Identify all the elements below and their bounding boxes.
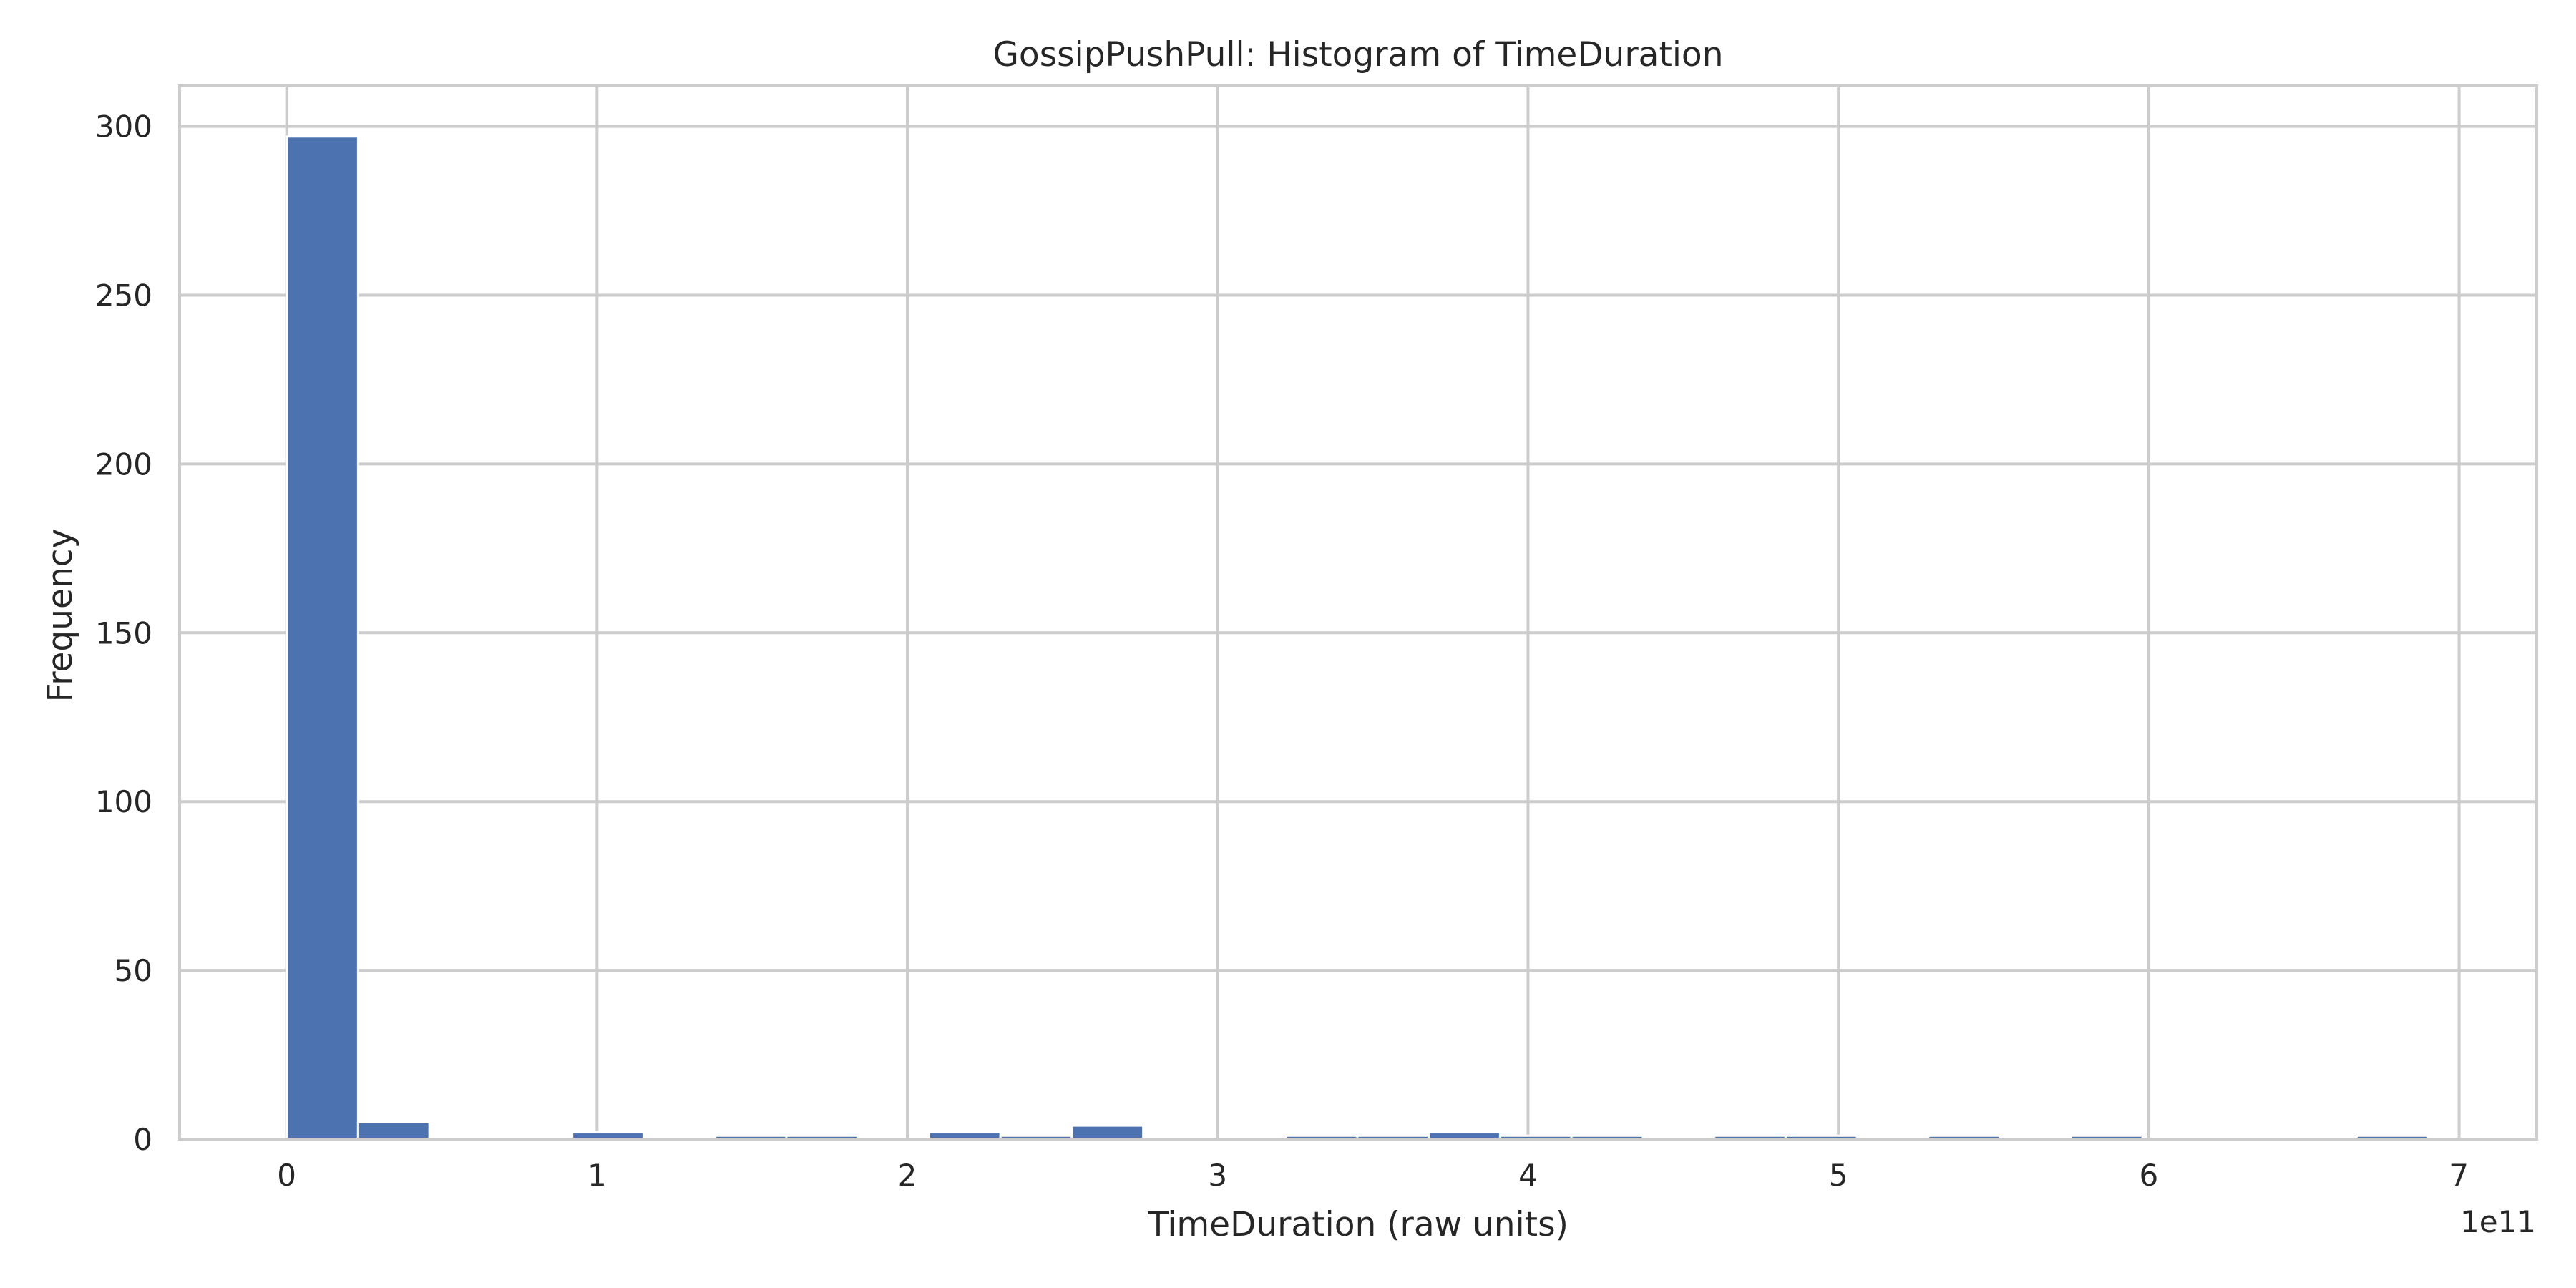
x-tick-label: 0 [277, 1158, 296, 1193]
x-offset-label: 1e11 [2460, 1204, 2536, 1239]
x-axis-label: TimeDuration (raw units) [1147, 1205, 1568, 1244]
y-tick-label: 300 [95, 109, 152, 145]
histogram-bar [286, 135, 359, 1141]
y-tick-label: 100 [95, 784, 152, 819]
x-tick-label: 3 [1208, 1158, 1227, 1193]
x-tick-labels: 0 1 2 3 4 5 6 7 [277, 1158, 2469, 1193]
x-tick-label: 7 [2449, 1158, 2469, 1193]
histogram-bar [356, 1121, 431, 1141]
y-tick-label: 150 [95, 615, 152, 650]
y-tick-label: 250 [95, 278, 152, 313]
x-tick-label: 5 [1829, 1158, 1848, 1193]
x-tick-label: 1 [587, 1158, 607, 1193]
x-tick-label: 6 [2139, 1158, 2158, 1193]
chart-title: GossipPushPull: Histogram of TimeDuratio… [993, 35, 1724, 74]
histogram-bars [286, 135, 2429, 1141]
y-tick-label: 200 [95, 447, 152, 482]
x-tick-label: 4 [1518, 1158, 1538, 1193]
x-tick-label: 2 [898, 1158, 917, 1193]
y-axis-label: Frequency [41, 529, 80, 703]
y-tick-labels: 0 50 100 150 200 250 300 [95, 109, 152, 1157]
histogram-bar [1070, 1124, 1145, 1141]
plot-area [180, 86, 2537, 1139]
y-tick-label: 0 [133, 1122, 152, 1157]
plot-frame [178, 84, 2538, 1141]
y-tick-label: 50 [114, 953, 152, 988]
